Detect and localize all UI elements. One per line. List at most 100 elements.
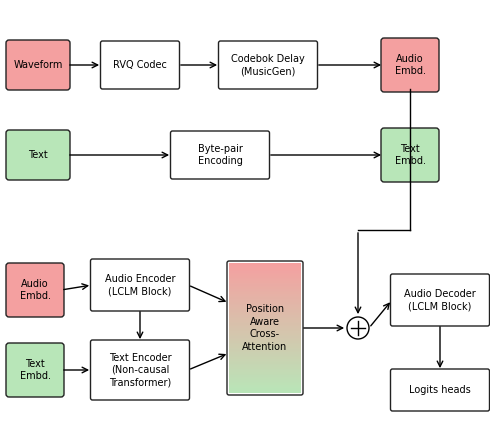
Bar (229, 291, 301, 292)
Bar (229, 284, 301, 286)
Bar (229, 318, 301, 320)
Bar (229, 312, 301, 313)
Bar (229, 302, 301, 304)
Text: Logits heads: Logits heads (409, 385, 471, 395)
Bar (229, 320, 301, 321)
Bar (229, 328, 301, 330)
Bar (229, 360, 301, 362)
Bar (229, 347, 301, 349)
Bar (229, 331, 301, 333)
Bar (229, 326, 301, 328)
Text: Position
Aware
Cross-
Attention: Position Aware Cross- Attention (243, 305, 288, 352)
Bar (229, 317, 301, 318)
Text: Text
Embd.: Text Embd. (20, 359, 50, 381)
Bar (229, 305, 301, 307)
Bar (229, 365, 301, 367)
Bar (229, 295, 301, 297)
Text: Text Encoder
(Non-causal
Transformer): Text Encoder (Non-causal Transformer) (109, 353, 172, 388)
Bar (229, 375, 301, 377)
Text: Byte-pair
Encoding: Byte-pair Encoding (197, 144, 243, 166)
Bar (229, 341, 301, 343)
Bar (229, 380, 301, 381)
Bar (229, 307, 301, 308)
Text: Audio Encoder
(LCLM Block): Audio Encoder (LCLM Block) (105, 274, 175, 296)
FancyBboxPatch shape (6, 130, 70, 180)
Bar (229, 300, 301, 302)
Bar (229, 353, 301, 354)
Bar (229, 299, 301, 300)
Bar (229, 374, 301, 375)
Bar (229, 283, 301, 284)
Bar (229, 286, 301, 287)
Bar (229, 276, 301, 278)
Text: Audio Decoder
(LCLM Block): Audio Decoder (LCLM Block) (404, 289, 476, 311)
Bar (229, 321, 301, 323)
Bar (229, 377, 301, 378)
Bar (229, 313, 301, 315)
Bar (229, 391, 301, 393)
Bar (229, 323, 301, 325)
Bar (229, 356, 301, 357)
Text: RVQ Codec: RVQ Codec (113, 60, 167, 70)
Bar (229, 274, 301, 276)
Bar (229, 370, 301, 372)
Bar (229, 357, 301, 359)
Bar (229, 308, 301, 310)
Text: Text
Embd.: Text Embd. (394, 144, 425, 166)
Bar (229, 388, 301, 390)
Bar (229, 297, 301, 299)
FancyBboxPatch shape (91, 340, 190, 400)
Bar (229, 325, 301, 326)
Bar (229, 268, 301, 270)
Bar (229, 349, 301, 351)
Bar (229, 330, 301, 331)
Bar (229, 278, 301, 279)
FancyBboxPatch shape (6, 343, 64, 397)
FancyBboxPatch shape (91, 259, 190, 311)
Bar (229, 304, 301, 305)
Bar (229, 334, 301, 336)
FancyBboxPatch shape (6, 263, 64, 317)
Bar (229, 281, 301, 283)
Bar (229, 367, 301, 368)
Bar (229, 270, 301, 271)
Bar (229, 266, 301, 268)
Bar (229, 271, 301, 273)
Bar (229, 362, 301, 364)
FancyBboxPatch shape (6, 40, 70, 90)
Bar (229, 368, 301, 370)
Bar (229, 354, 301, 356)
Bar (229, 344, 301, 346)
Bar (229, 333, 301, 334)
FancyBboxPatch shape (381, 38, 439, 92)
Bar (229, 294, 301, 295)
Bar (229, 383, 301, 385)
FancyBboxPatch shape (100, 41, 179, 89)
Bar (229, 351, 301, 353)
Bar (229, 287, 301, 289)
Bar (229, 340, 301, 341)
FancyBboxPatch shape (391, 274, 490, 326)
Text: Audio
Embd.: Audio Embd. (394, 54, 425, 76)
Bar (229, 390, 301, 391)
Text: Waveform: Waveform (13, 60, 63, 70)
FancyBboxPatch shape (381, 128, 439, 182)
Bar (229, 310, 301, 312)
Bar (229, 385, 301, 387)
Bar (229, 273, 301, 274)
Bar (229, 265, 301, 266)
Bar (229, 359, 301, 360)
FancyBboxPatch shape (171, 131, 270, 179)
Bar (229, 338, 301, 340)
FancyBboxPatch shape (219, 41, 318, 89)
FancyBboxPatch shape (391, 369, 490, 411)
Text: Audio
Embd.: Audio Embd. (20, 279, 50, 301)
Bar (229, 315, 301, 317)
Circle shape (347, 317, 369, 339)
Text: Text: Text (28, 150, 48, 160)
Bar (229, 343, 301, 344)
Bar (229, 346, 301, 347)
Bar (229, 263, 301, 265)
Bar (229, 387, 301, 388)
Text: Codebok Delay
(MusicGen): Codebok Delay (MusicGen) (231, 54, 305, 76)
